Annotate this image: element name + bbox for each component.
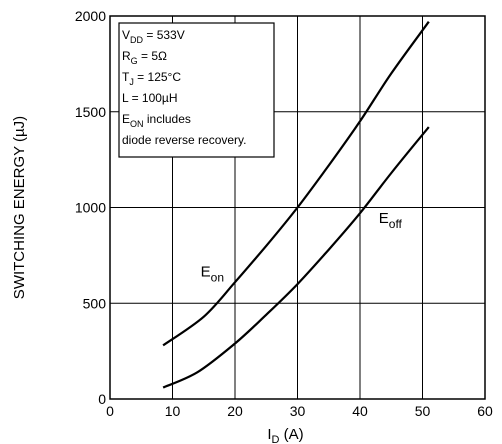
series-label-eoff: Eoff	[379, 210, 403, 231]
y-axis-label: SWITCHING ENERGY (µJ)	[11, 116, 28, 299]
y-tick-labels: 0 500 1000 1500 2000	[75, 8, 106, 407]
condition-line: EON includes	[122, 112, 191, 129]
x-tick-label: 30	[290, 403, 306, 419]
series-line-eoff	[162, 126, 430, 389]
y-tick-label: 1500	[75, 104, 106, 120]
series-line-eon	[162, 21, 430, 347]
x-tick-label: 50	[415, 403, 431, 419]
y-tick-label: 0	[98, 391, 106, 407]
conditions-box: VDD = 533V RG = 5Ω TJ = 125°C L = 100µH EON …	[118, 22, 275, 158]
x-axis-label: ID (A)	[267, 426, 303, 444]
plot-frame	[109, 15, 486, 400]
series-labels: Eon Eoff	[201, 210, 403, 285]
x-axis-label-unit: (A)	[279, 426, 303, 443]
conditions-box-frame	[118, 22, 275, 158]
x-axis-label-sub: D	[272, 434, 280, 444]
y-tick-label: 2000	[75, 8, 106, 24]
condition-line: L = 100µH	[122, 91, 178, 105]
series-lines	[162, 21, 430, 389]
y-tick-label: 1000	[75, 200, 106, 216]
x-axis-label-main: I	[267, 426, 271, 443]
condition-line: RG = 5Ω	[122, 49, 167, 66]
x-tick-labels: 0 10 20 30 40 50 60	[106, 403, 493, 419]
y-tick-label: 500	[83, 295, 107, 311]
x-tick-label: 10	[165, 403, 181, 419]
x-tick-label: 40	[352, 403, 368, 419]
condition-line: VDD = 533V	[122, 28, 185, 45]
x-tick-label: 20	[227, 403, 243, 419]
condition-line: TJ = 125°C	[122, 70, 181, 87]
condition-line: diode reverse recovery.	[122, 133, 247, 147]
x-tick-label: 60	[477, 403, 493, 419]
x-tick-label: 0	[106, 403, 114, 419]
series-label-eon: Eon	[201, 263, 224, 284]
